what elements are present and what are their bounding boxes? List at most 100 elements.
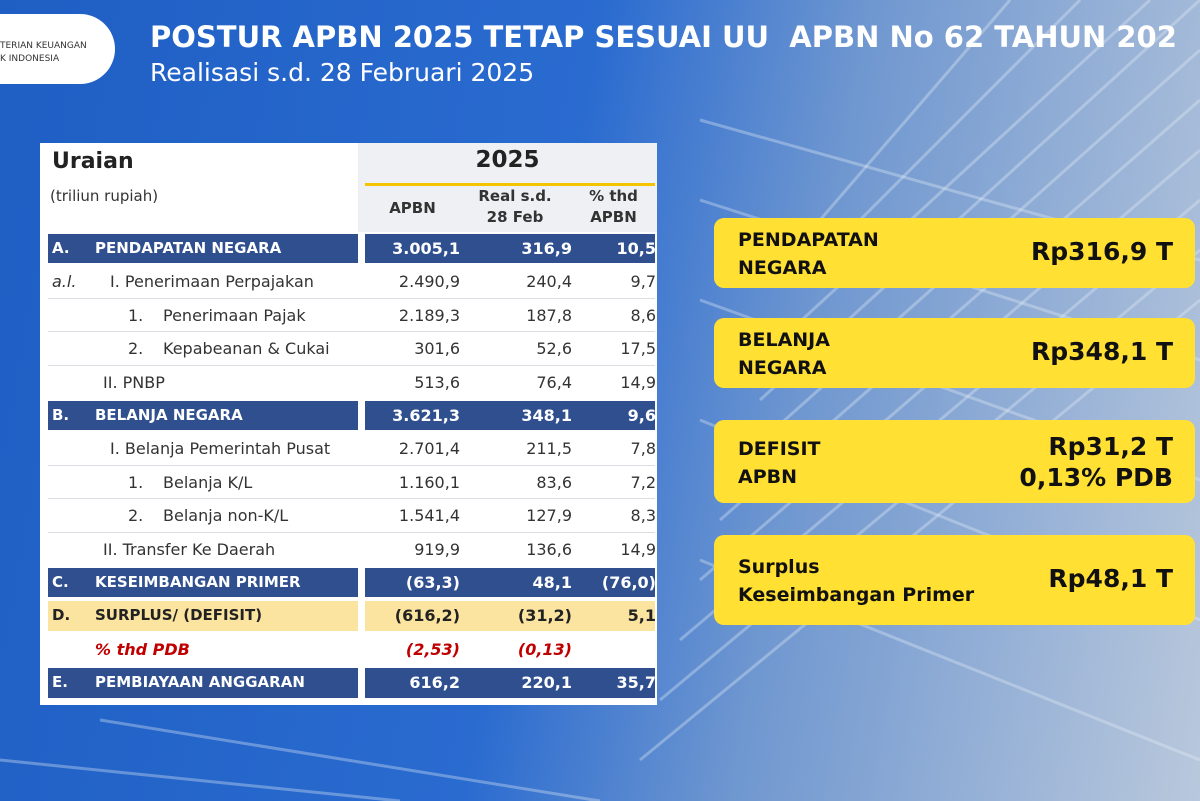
row-value: 9,6 [627,406,656,425]
row-label: % thd PDB [95,639,190,659]
row-label: BELANJA NEGARA [95,406,243,424]
row-value: 513,6 [414,372,460,392]
row-value: 8,3 [630,506,656,526]
row-prefix: C. [52,573,69,591]
row-value: 10,5 [616,239,656,258]
highlight-box: PENDAPATAN NEGARA Rp316,9 T [714,218,1195,288]
row-prefix: E. [52,673,68,692]
row-label: PENDAPATAN NEGARA [95,239,282,257]
row-value: 76,4 [536,372,572,392]
row-bg [48,668,358,698]
highlight-value: Rp31,2 T [1048,431,1173,461]
row-value: 2.189,3 [398,305,460,325]
row-value: 240,4 [526,272,572,292]
row-label: Belanja non-K/L [163,506,289,526]
row-value: 127,9 [526,506,572,526]
highlight-label: Surplus Keseimbangan Primer [738,556,975,606]
row-label: II. Transfer Ke Daerah [103,539,276,559]
row-value: (63,3) [405,573,460,592]
row-value: 35,7 [616,673,656,693]
row-divider [48,331,655,333]
row-divider [48,498,655,500]
row-value: 301,6 [414,339,460,359]
row-value: 7,2 [630,472,656,492]
row-divider [48,364,655,366]
table: Uraian (triliun rupiah) 2025 APBN Real s.… [40,143,657,705]
title: POSTUR APBN 2025 TETAP SESUAI UU APBN No… [150,20,1177,54]
row-value: 5,1 [627,606,656,626]
row-label: PEMBIAYAAN ANGGARAN [95,673,305,692]
row-prefix: 2. [128,339,144,359]
row-label: Penerimaan Pajak [163,305,306,325]
highlight-box: Surplus Keseimbangan Primer Rp48,1 T [714,535,1195,625]
row-prefix: 1. [128,472,144,492]
row-bg [48,568,358,598]
row-value: 3.621,3 [392,406,460,425]
highlight-value: 0,13% PDB [1019,462,1173,492]
highlight-value: Rp316,9 T [1031,236,1173,266]
row-bg [365,401,655,431]
row-label: SURPLUS/ (DEFISIT) [95,606,263,625]
row-value: 1.541,4 [398,506,460,526]
row-value: 220,1 [521,673,572,693]
row-value: 14,9 [620,372,656,392]
row-prefix: A. [52,239,70,257]
row-value: (0,13) [517,639,572,659]
row-value: 9,7 [630,272,656,292]
highlight-value: Rp348,1 T [1031,336,1173,366]
row-divider [48,531,655,533]
logo-text: TERIAN KEUANGAN [0,41,87,51]
row-value: 348,1 [521,406,572,425]
column-header: % thd APBN [589,187,638,226]
logo: TERIAN KEUANGAN K INDONESIA [0,14,115,84]
highlight-label: PENDAPATAN NEGARA [738,229,879,279]
row-value: 187,8 [526,305,572,325]
table-unit: (triliun rupiah) [50,187,159,205]
column-header: APBN [389,199,436,217]
highlight-value: Rp48,1 T [1048,563,1173,593]
row-value: 3.005,1 [392,239,460,258]
row-label: Kepabeanan & Cukai [163,339,330,359]
row-value: 2.490,9 [398,272,460,292]
row-value: (31,2) [517,606,572,626]
row-value: 2.701,4 [398,439,460,459]
row-bg [365,234,655,264]
row-prefix: a.l. [52,272,77,292]
row-label: I. Penerimaan Perpajakan [110,272,314,292]
row-prefix: B. [52,406,70,424]
row-value: 136,6 [526,539,572,559]
row-value: 17,5 [620,339,656,359]
column-header: Real s.d. 28 Feb [478,187,552,226]
row-value: 919,9 [414,539,460,559]
row-value: 48,1 [532,573,572,592]
table-title: Uraian [52,149,134,174]
row-divider [48,297,655,299]
highlight-label: BELANJA NEGARA [738,329,830,379]
row-label: Belanja K/L [163,472,253,492]
row-value: (616,2) [394,606,460,626]
row-value: 7,8 [630,439,656,459]
highlight-box: BELANJA NEGARA Rp348,1 T [714,318,1195,388]
subtitle: Realisasi s.d. 28 Februari 2025 [150,58,535,87]
row-label: KESEIMBANGAN PRIMER [95,573,301,591]
row-value: 52,6 [536,339,572,359]
highlight-label: DEFISIT APBN [738,437,821,488]
row-value: (76,0) [601,573,656,592]
row-value: (2,53) [405,639,460,659]
row-prefix: D. [52,606,71,625]
row-label: I. Belanja Pemerintah Pusat [110,439,331,459]
row-label: II. PNBP [103,372,165,392]
row-value: 1.160,1 [398,472,460,492]
row-value: 211,5 [526,439,572,459]
row-bg [365,568,655,598]
row-divider [48,464,655,466]
row-prefix: 1. [128,305,144,325]
header-rule [365,183,655,186]
row-value: 8,6 [630,305,656,325]
row-prefix: 2. [128,506,144,526]
row-value: 316,9 [521,239,572,258]
row-value: 83,6 [536,472,572,492]
header-bg [358,143,657,232]
highlight-box: DEFISIT APBN Rp31,2 T 0,13% PDB [714,420,1195,503]
year: 2025 [475,147,540,173]
